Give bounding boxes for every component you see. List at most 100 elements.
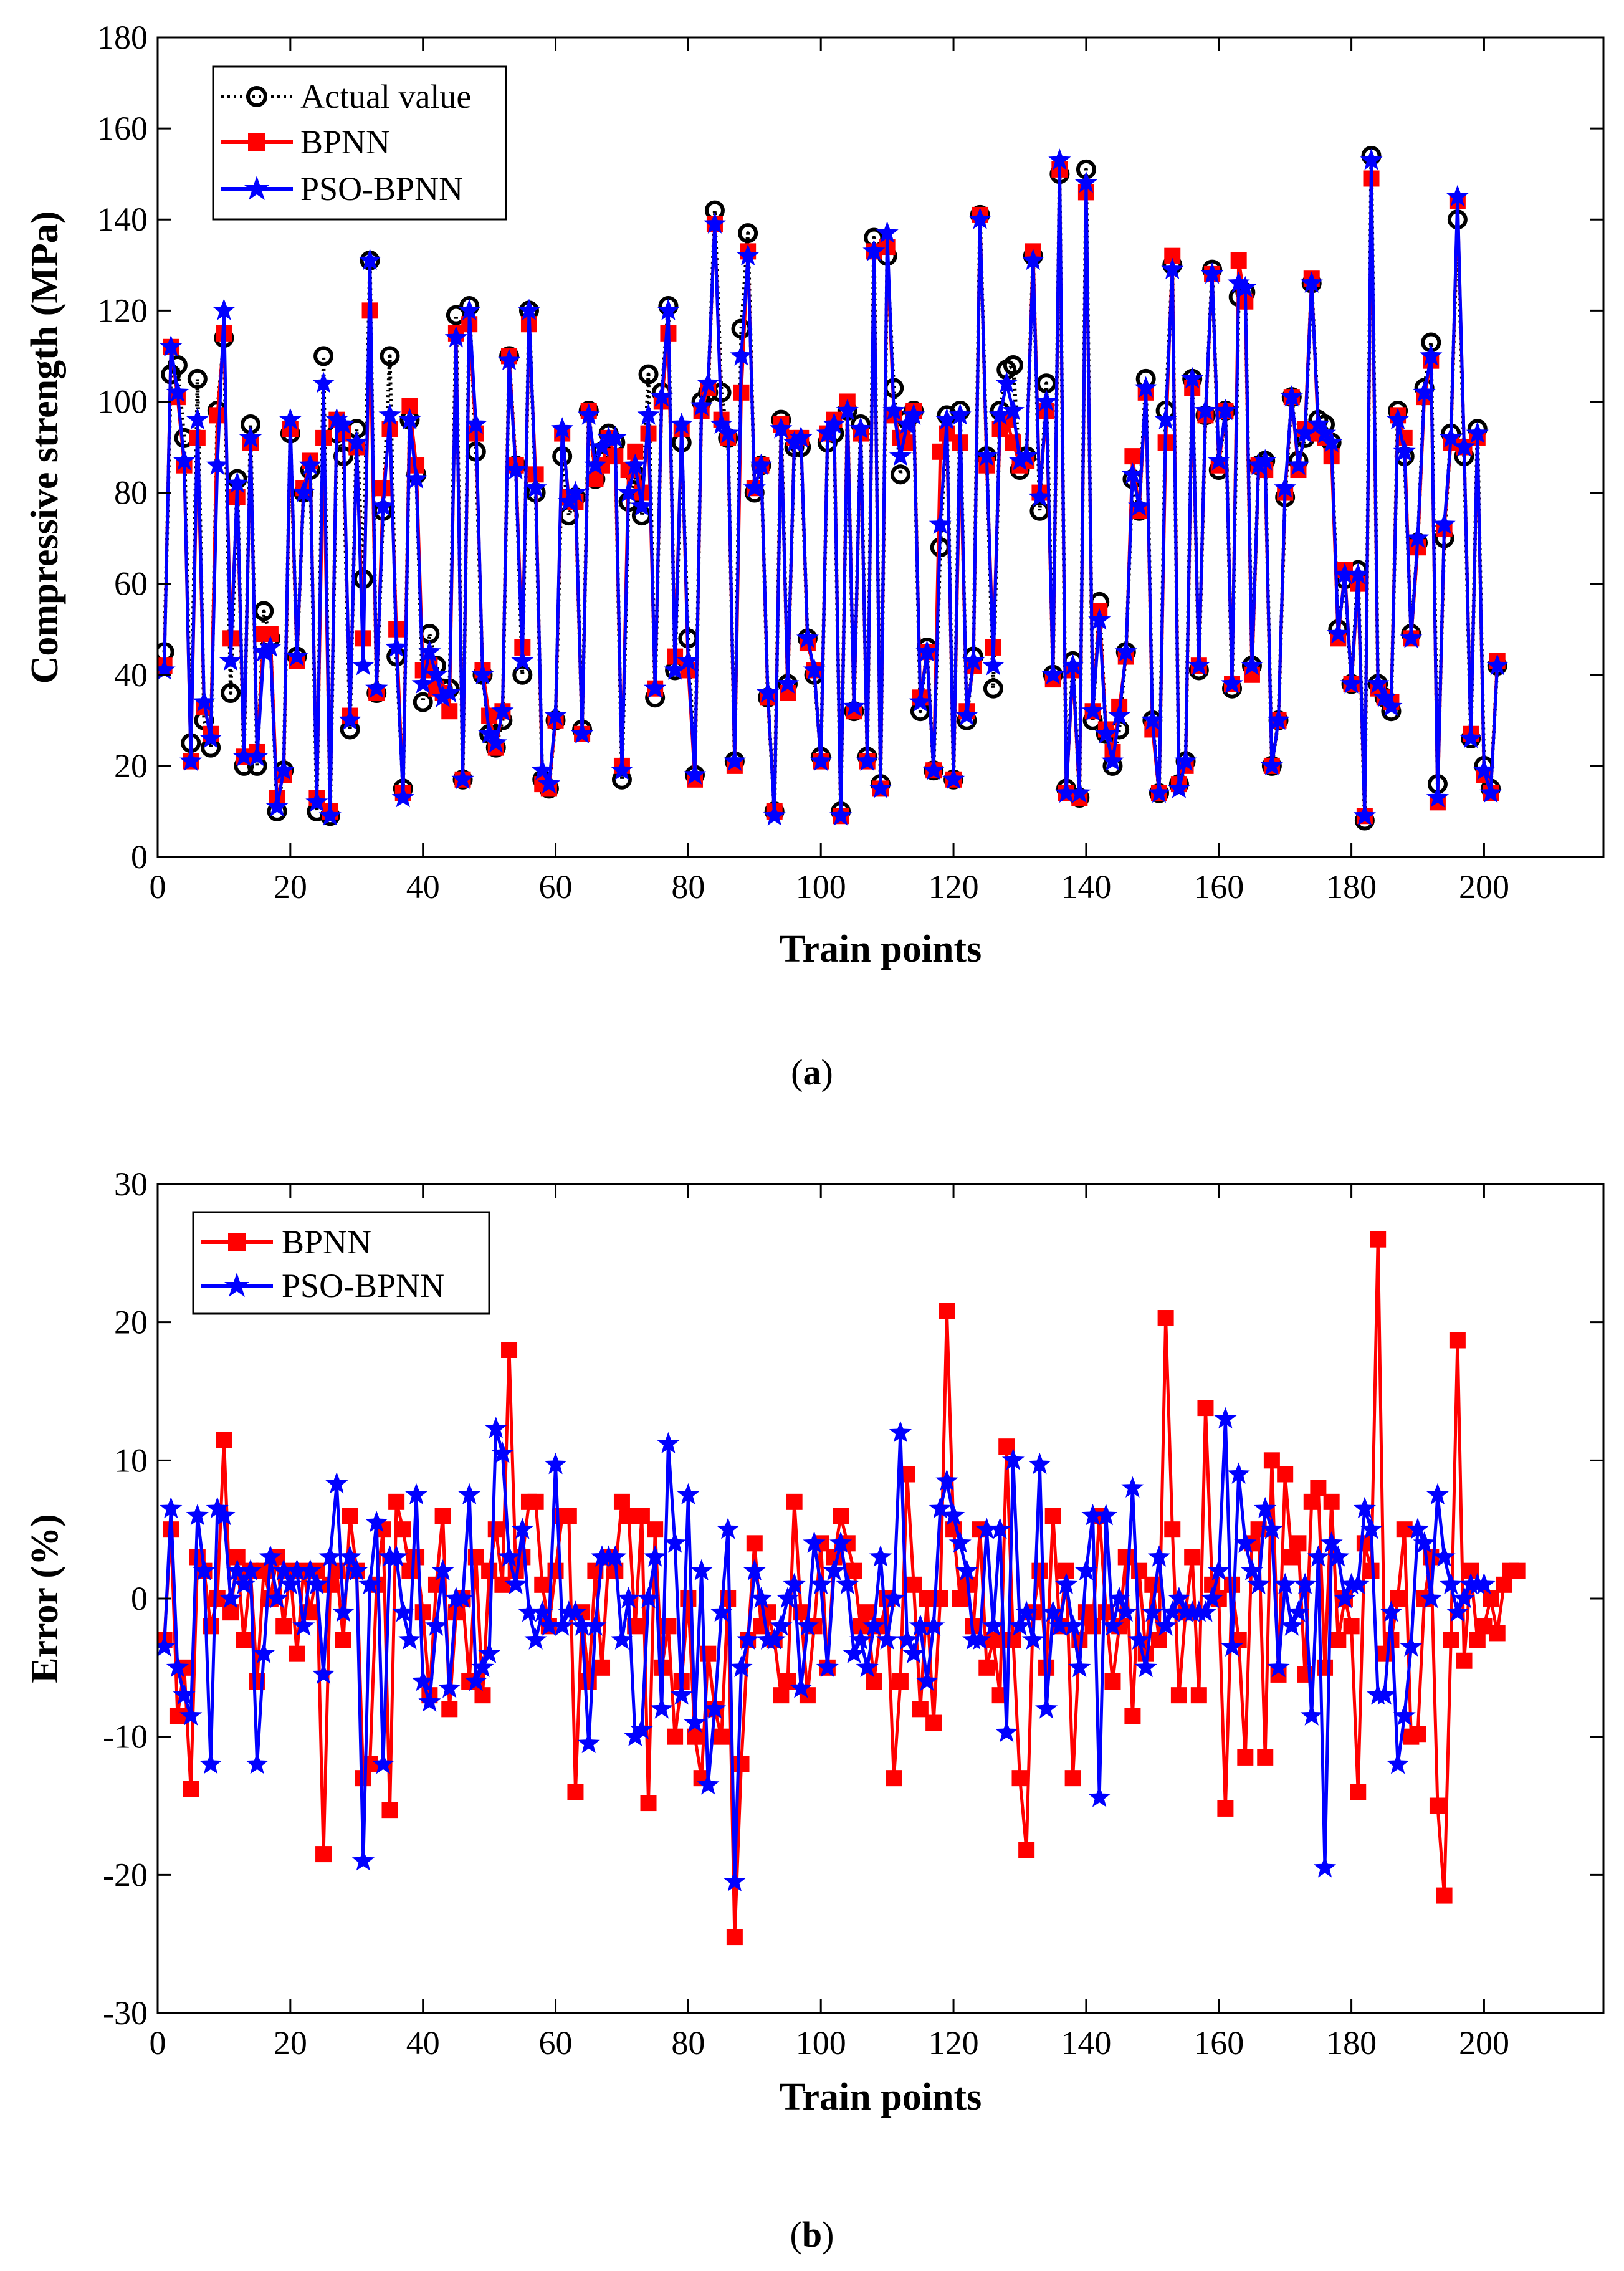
point-bpnn-b xyxy=(952,1590,968,1607)
point-pso-bpnn-b xyxy=(876,1628,899,1650)
point-pso-bpnn-b xyxy=(358,1572,381,1595)
point-bpnn-b xyxy=(680,1590,697,1607)
point-pso-bpnn-b xyxy=(571,1614,594,1636)
point-pso-bpnn-b xyxy=(537,1614,560,1636)
point-pso-bpnn-a xyxy=(1300,271,1323,293)
y-tick-label-b: 10 xyxy=(114,1441,148,1479)
point-pso-bpnn-b xyxy=(405,1483,428,1505)
point-pso-bpnn-a xyxy=(657,299,680,320)
x-tick-label-a: 120 xyxy=(929,868,979,906)
point-pso-bpnn-a xyxy=(1234,275,1257,298)
point-pso-bpnn-a xyxy=(186,408,209,429)
point-pso-bpnn-a xyxy=(471,662,494,685)
point-bpnn-b xyxy=(1077,1604,1094,1621)
point-pso-bpnn-a xyxy=(1121,462,1144,484)
point-bpnn-b xyxy=(1370,1231,1387,1248)
point-bpnn-a xyxy=(441,703,458,720)
point-pso-bpnn-a xyxy=(1360,148,1383,170)
point-pso-bpnn-a xyxy=(770,417,793,439)
point-pso-bpnn-b xyxy=(279,1572,302,1595)
point-pso-bpnn-a xyxy=(299,453,322,476)
point-pso-bpnn-a xyxy=(1393,439,1416,462)
point-pso-bpnn-a xyxy=(697,371,720,393)
point-bpnn-b xyxy=(335,1632,351,1648)
point-pso-bpnn-a xyxy=(265,795,289,816)
point-pso-bpnn-b xyxy=(836,1572,859,1595)
point-bpnn-b xyxy=(441,1701,458,1718)
point-bpnn-b xyxy=(315,1846,332,1863)
point-bpnn-b xyxy=(1131,1562,1148,1579)
point-pso-bpnn-b xyxy=(975,1518,998,1539)
point-pso-bpnn-a xyxy=(1267,708,1290,730)
point-bpnn-b xyxy=(1277,1466,1294,1483)
point-pso-bpnn-a xyxy=(285,644,308,666)
point-pso-bpnn-a xyxy=(763,804,786,826)
point-pso-bpnn-a xyxy=(1028,485,1051,507)
point-pso-bpnn-a xyxy=(862,239,886,261)
point-pso-bpnn-b xyxy=(1287,1600,1310,1622)
point-pso-bpnn-b xyxy=(657,1432,680,1454)
point-pso-bpnn-a xyxy=(365,676,388,699)
point-bpnn-b xyxy=(1190,1687,1207,1704)
point-pso-bpnn-a xyxy=(876,221,899,243)
point-pso-bpnn-a xyxy=(351,654,375,676)
legend-box-b xyxy=(192,1211,490,1315)
point-pso-bpnn-b xyxy=(1320,1531,1343,1553)
point-pso-bpnn-b xyxy=(1426,1483,1449,1505)
y-tick-label-a: 40 xyxy=(114,656,148,694)
point-pso-bpnn-b xyxy=(1247,1572,1270,1595)
x-tick-label-a: 80 xyxy=(671,868,705,906)
point-pso-bpnn-b xyxy=(770,1614,793,1636)
point-pso-bpnn-b xyxy=(1353,1496,1376,1519)
point-bpnn-b xyxy=(746,1535,763,1552)
point-pso-bpnn-a xyxy=(796,626,819,648)
point-pso-bpnn-a xyxy=(869,777,892,798)
point-pso-bpnn-b xyxy=(1081,1504,1104,1526)
point-pso-bpnn-a xyxy=(371,494,394,516)
point-pso-bpnn-a xyxy=(179,749,203,771)
point-pso-bpnn-b xyxy=(584,1614,607,1636)
y-tick-label-a: 120 xyxy=(97,292,148,329)
x-tick-label-a: 60 xyxy=(539,868,573,906)
point-pso-bpnn-a xyxy=(604,426,627,448)
y-tick-label-b: -30 xyxy=(103,1994,148,2032)
point-bpnn-b xyxy=(1237,1749,1254,1766)
point-pso-bpnn-b xyxy=(1254,1496,1277,1519)
point-pso-bpnn-b xyxy=(299,1559,322,1580)
point-pso-bpnn-a xyxy=(650,385,673,407)
point-pso-bpnn-a xyxy=(259,635,282,657)
point-pso-bpnn-b xyxy=(551,1614,574,1636)
point-pso-bpnn-a xyxy=(1307,413,1330,434)
point-pso-bpnn-a xyxy=(790,426,813,448)
point-pso-bpnn-a xyxy=(624,453,647,476)
point-bpnn-b xyxy=(1117,1549,1134,1566)
point-pso-bpnn-b xyxy=(305,1572,328,1595)
point-pso-bpnn-b xyxy=(1400,1635,1423,1657)
point-pso-bpnn-b xyxy=(424,1614,447,1636)
point-bpnn-b xyxy=(866,1673,882,1690)
point-bpnn-b xyxy=(1396,1521,1413,1538)
point-pso-bpnn-b xyxy=(1234,1531,1257,1553)
point-bpnn-b xyxy=(633,1508,650,1524)
point-pso-bpnn-b xyxy=(458,1483,481,1505)
point-pso-bpnn-b xyxy=(259,1545,282,1567)
point-actual-value-a xyxy=(512,664,533,685)
point-pso-bpnn-a xyxy=(199,727,222,748)
point-pso-bpnn-a xyxy=(1068,781,1091,803)
point-pso-bpnn-a xyxy=(929,512,952,535)
point-pso-bpnn-a xyxy=(1459,727,1483,748)
point-bpnn-b xyxy=(209,1590,226,1607)
point-pso-bpnn-b xyxy=(677,1483,700,1505)
point-pso-bpnn-b xyxy=(411,1670,434,1691)
point-pso-bpnn-b xyxy=(968,1628,991,1650)
point-bpnn-b xyxy=(640,1795,657,1812)
point-pso-bpnn-b xyxy=(246,1752,269,1774)
point-pso-bpnn-b xyxy=(1114,1600,1137,1622)
point-bpnn-b xyxy=(408,1549,425,1566)
point-pso-bpnn-b xyxy=(173,1683,196,1705)
point-pso-bpnn-b xyxy=(929,1496,952,1519)
point-pso-bpnn-a xyxy=(1240,654,1263,676)
point-pso-bpnn-a xyxy=(909,690,932,712)
point-pso-bpnn-a xyxy=(491,699,514,721)
point-pso-bpnn-b xyxy=(1380,1600,1403,1622)
